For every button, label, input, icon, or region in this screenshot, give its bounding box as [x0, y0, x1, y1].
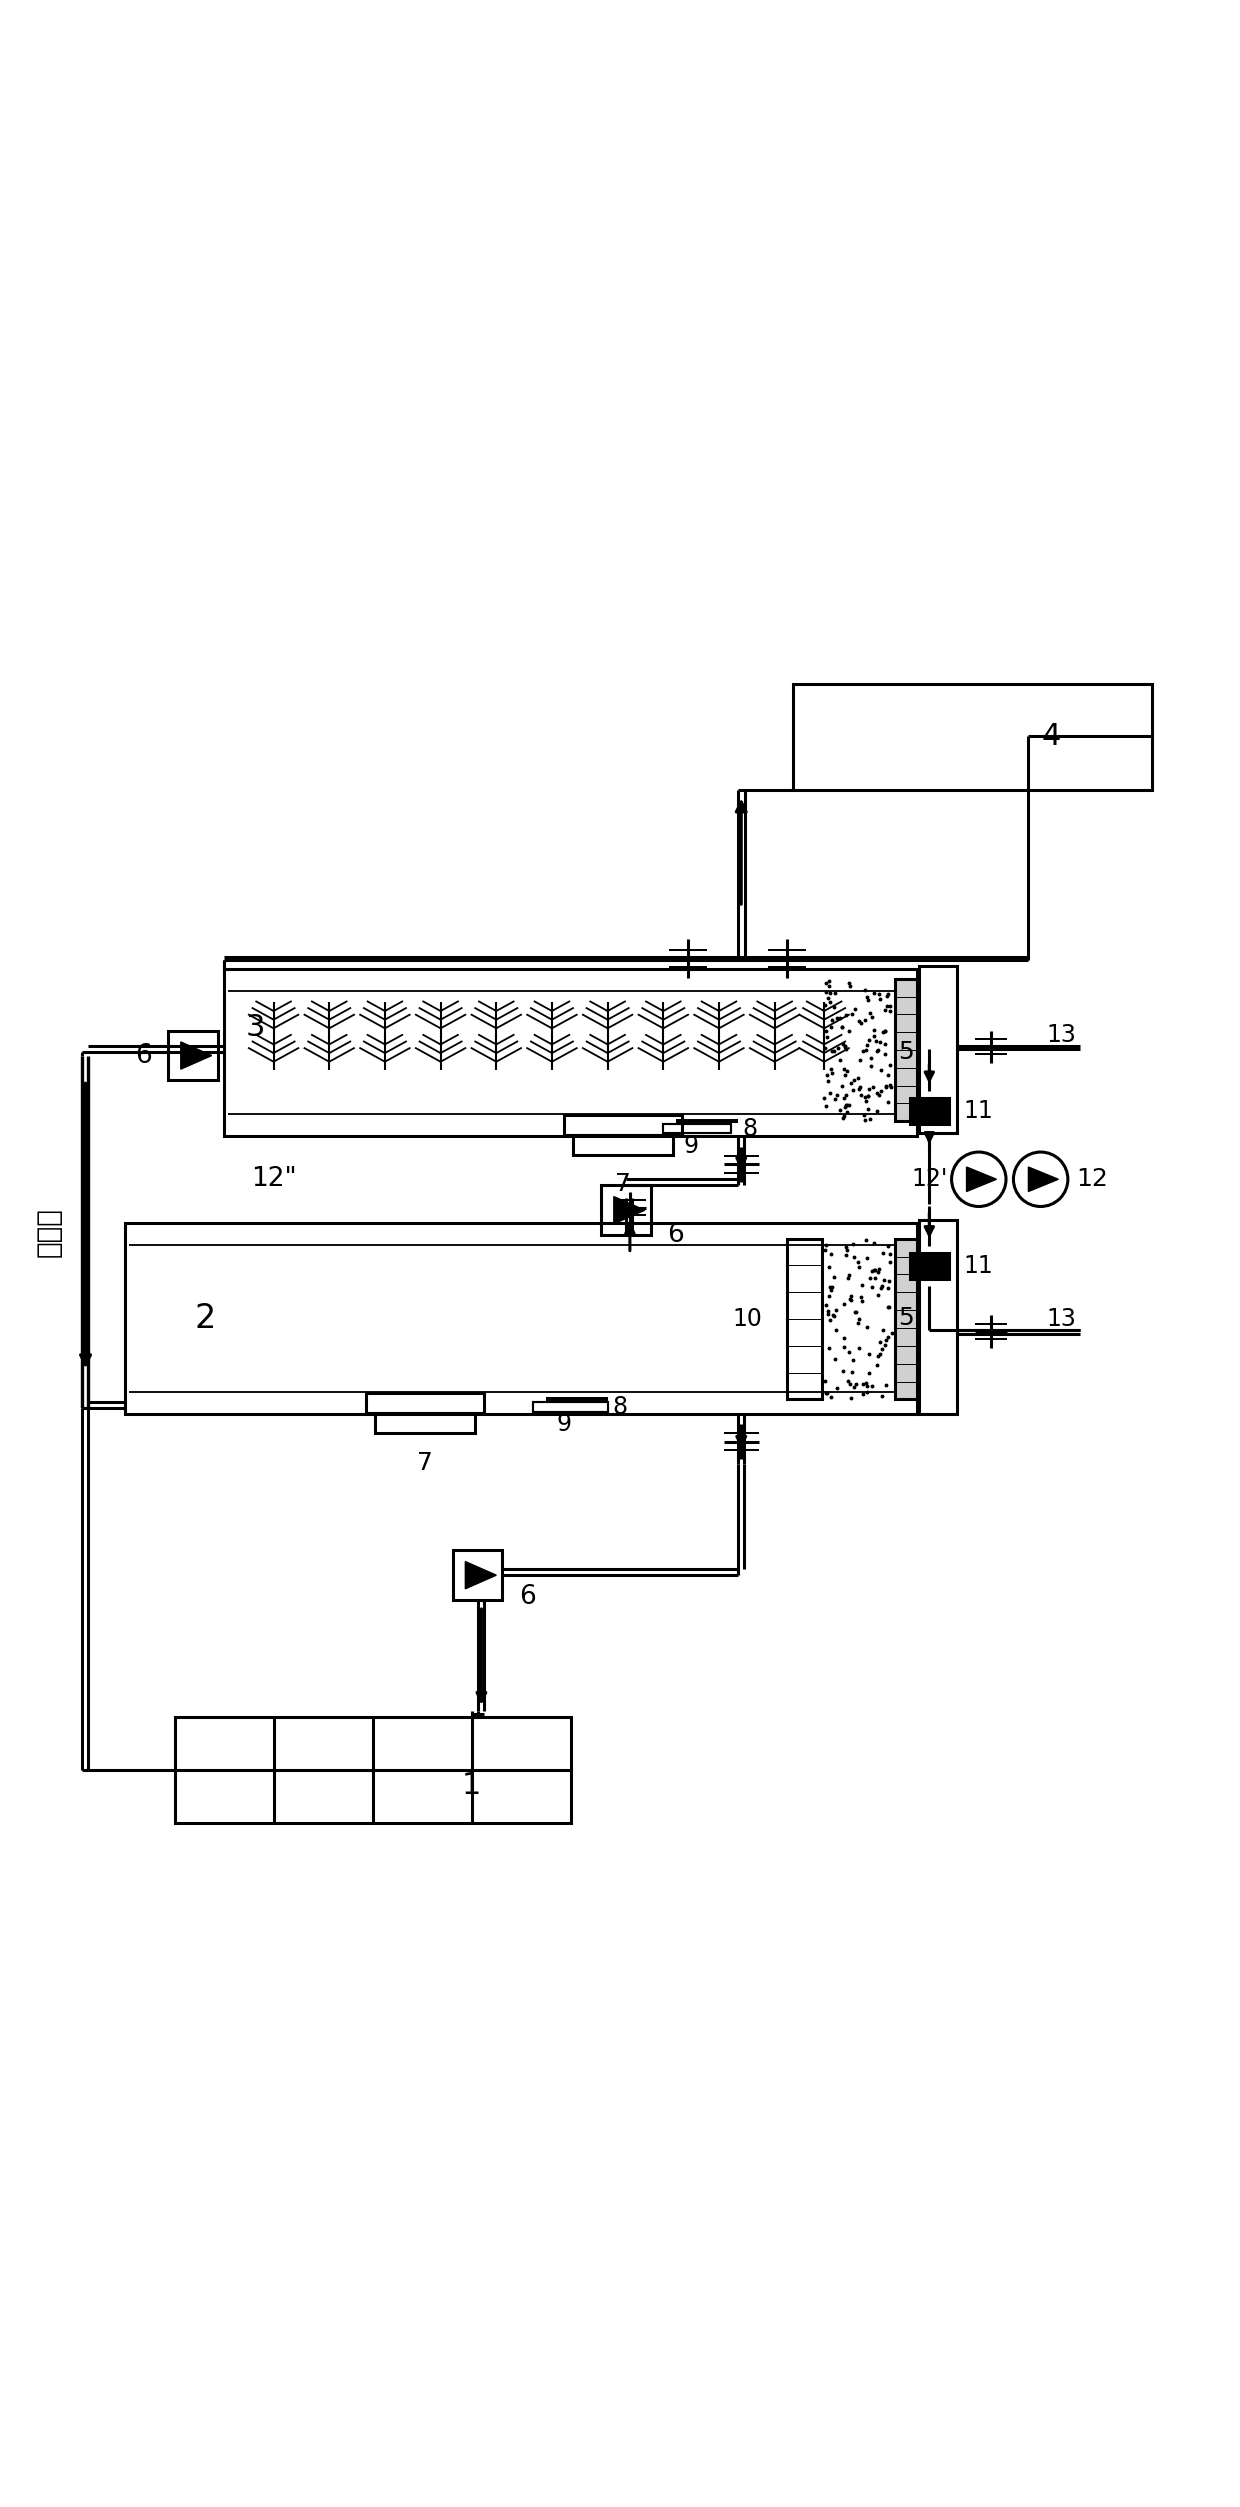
Bar — [374, 1414, 475, 1434]
Text: 11: 11 — [963, 1098, 993, 1123]
Text: 13: 13 — [1047, 1306, 1076, 1331]
Bar — [533, 1401, 608, 1411]
Bar — [601, 1186, 651, 1236]
Text: 6: 6 — [135, 1043, 153, 1068]
Bar — [224, 968, 916, 1136]
Bar — [663, 1123, 732, 1133]
Text: 12': 12' — [911, 1168, 947, 1191]
Bar — [564, 1116, 682, 1136]
Text: 12": 12" — [250, 1166, 296, 1193]
Text: 12: 12 — [1076, 1168, 1109, 1191]
Bar — [169, 1030, 218, 1081]
Text: 7: 7 — [615, 1173, 631, 1196]
Text: 6: 6 — [518, 1584, 536, 1609]
Bar — [909, 1098, 949, 1123]
Text: 8: 8 — [613, 1394, 627, 1419]
Text: 回流液: 回流液 — [35, 1206, 62, 1256]
Text: 5: 5 — [898, 1306, 914, 1331]
Bar — [919, 1221, 956, 1414]
Bar — [787, 1238, 822, 1399]
Polygon shape — [614, 1196, 645, 1223]
Bar — [366, 1394, 484, 1414]
Text: 8: 8 — [743, 1116, 758, 1141]
Text: 4: 4 — [1042, 722, 1061, 752]
Text: 9: 9 — [557, 1411, 572, 1437]
Text: 13: 13 — [1047, 1023, 1076, 1045]
Text: 3: 3 — [246, 1013, 265, 1043]
Bar — [919, 968, 956, 1133]
Bar — [794, 684, 1152, 790]
Text: 7: 7 — [417, 1452, 433, 1474]
Text: 10: 10 — [733, 1306, 763, 1331]
Polygon shape — [966, 1168, 997, 1191]
Bar — [453, 1549, 502, 1599]
Bar — [573, 1136, 673, 1156]
Polygon shape — [465, 1562, 496, 1589]
Bar — [175, 1717, 570, 1823]
Bar — [895, 978, 916, 1121]
Text: 1: 1 — [461, 1772, 481, 1800]
Text: 2: 2 — [195, 1301, 216, 1334]
Bar — [909, 1254, 949, 1279]
Text: 9: 9 — [683, 1133, 698, 1158]
Polygon shape — [181, 1043, 212, 1068]
Text: 6: 6 — [667, 1221, 684, 1248]
Text: 5: 5 — [898, 1040, 914, 1065]
Bar — [895, 1238, 916, 1399]
Polygon shape — [1028, 1168, 1059, 1191]
Bar — [125, 1223, 916, 1414]
Text: 11: 11 — [963, 1254, 993, 1279]
